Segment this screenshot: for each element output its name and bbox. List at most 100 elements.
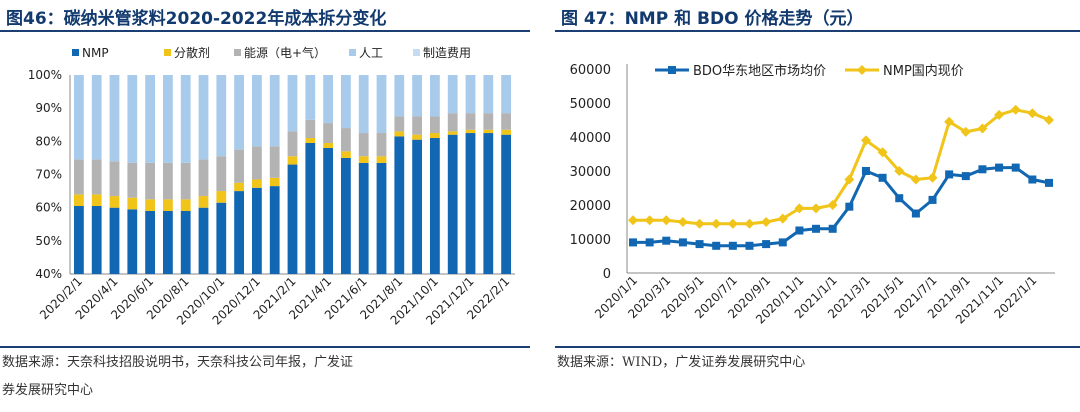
left-source-line-2: 券发展研究中心 [2,383,94,398]
bar-segment [430,116,440,134]
data-point [860,135,871,146]
legend-swatch [234,49,241,56]
bar-segment [269,177,280,187]
legend-label: NMP国内现价 [883,63,964,79]
bar-segment [358,133,369,157]
bar-segment [198,75,209,160]
legend-marker [857,65,867,75]
left-title-rule [0,30,530,32]
stacked-bar-chart: NMP 分散剂 能源（电+气） 人工 制造费用 40% 50% 60% 70% 80% 90% 100… [28,45,515,328]
data-point [928,195,937,204]
bar-segment [501,129,511,135]
data-point [744,218,755,229]
bar-segment [305,138,316,143]
y-tick-label: 0 [603,267,611,282]
bar-segment [341,128,351,152]
bar-segment [501,113,511,130]
y-tick-label: 90% [35,101,62,115]
legend-label: 能源（电+气） [244,45,326,60]
data-point [678,238,687,247]
bar-segment [145,162,155,200]
bar-segment [305,75,316,120]
data-point [694,218,705,229]
data-point [910,174,921,185]
bar-segment [216,202,227,274]
data-point [977,123,988,134]
legend-label: BDO华东地区市场均价 [693,63,826,79]
data-point [629,238,637,247]
bar-segment [394,131,405,137]
y-tick-label: 80% [35,134,62,148]
legend-swatch [72,49,79,56]
data-point [628,215,638,226]
data-point [861,167,870,175]
data-point [1011,163,1020,172]
bar-segment [341,151,351,158]
right-source-rule [555,346,1080,348]
y-tick-label: 100% [28,68,62,82]
bar-segment [323,142,333,148]
bar-segment [394,136,405,274]
bar-segment [216,75,227,157]
bar-segment [483,113,494,130]
bar-segment [163,75,173,163]
legend-swatch [349,49,356,56]
data-point [944,116,955,127]
bar-segment [483,75,494,114]
bar-segment [447,75,458,114]
data-point [844,174,855,185]
bar-segment [341,75,351,129]
y-tick-label: 20000 [570,199,611,214]
bar-segment [109,207,120,274]
bar-segment [323,147,333,274]
bar-segment [198,196,209,208]
bar-segment [252,187,262,274]
bar-segment [127,75,138,163]
data-point [978,165,987,174]
bar-segment [305,142,316,274]
line-chart: BDO华东地区市场均价 NMP国内现价 0 10000 20000 30000 40000 5… [570,63,1055,327]
data-point [695,240,704,249]
data-point [645,238,654,247]
data-point [795,226,804,235]
data-point [828,224,837,233]
right-title-rule [555,30,1080,32]
data-point [812,224,821,233]
data-point [728,241,737,250]
bar-segment [234,182,244,192]
left-source-rule [0,346,530,348]
data-point [877,147,888,158]
y-tick-label: 40000 [570,131,611,146]
bar-segment [465,113,476,130]
bar-segment [447,131,458,135]
bar-segment [501,75,511,114]
data-point [845,202,854,211]
bar-segment [216,156,227,192]
data-point [761,217,772,227]
data-point [961,172,970,181]
data-point [711,218,722,229]
data-point [894,166,905,176]
bar-segment [501,134,511,274]
left-source-line-1: 数据来源：天奈科技招股说明书，天奈科技公司年报，广发证 [2,355,354,370]
legend-label: NMP [82,46,109,60]
bar-segment [447,113,458,132]
data-point [911,209,920,218]
data-point [762,240,771,249]
data-point [1010,104,1021,115]
bar-segment [412,134,422,140]
bar-segment [163,210,173,274]
bar-segment [430,138,440,274]
bar-segment [91,194,102,207]
data-point [1044,115,1054,125]
bar-segment [305,119,316,139]
bar-segment [412,75,422,117]
bar-segment [127,197,138,210]
bar-segment [269,186,280,274]
bar-segment [358,75,369,134]
legend-swatch [413,49,420,56]
y-tick-label: 40% [35,267,62,281]
bar-segment [145,210,155,274]
bar-segment [74,206,84,274]
y-tick-label: 70% [35,168,62,182]
